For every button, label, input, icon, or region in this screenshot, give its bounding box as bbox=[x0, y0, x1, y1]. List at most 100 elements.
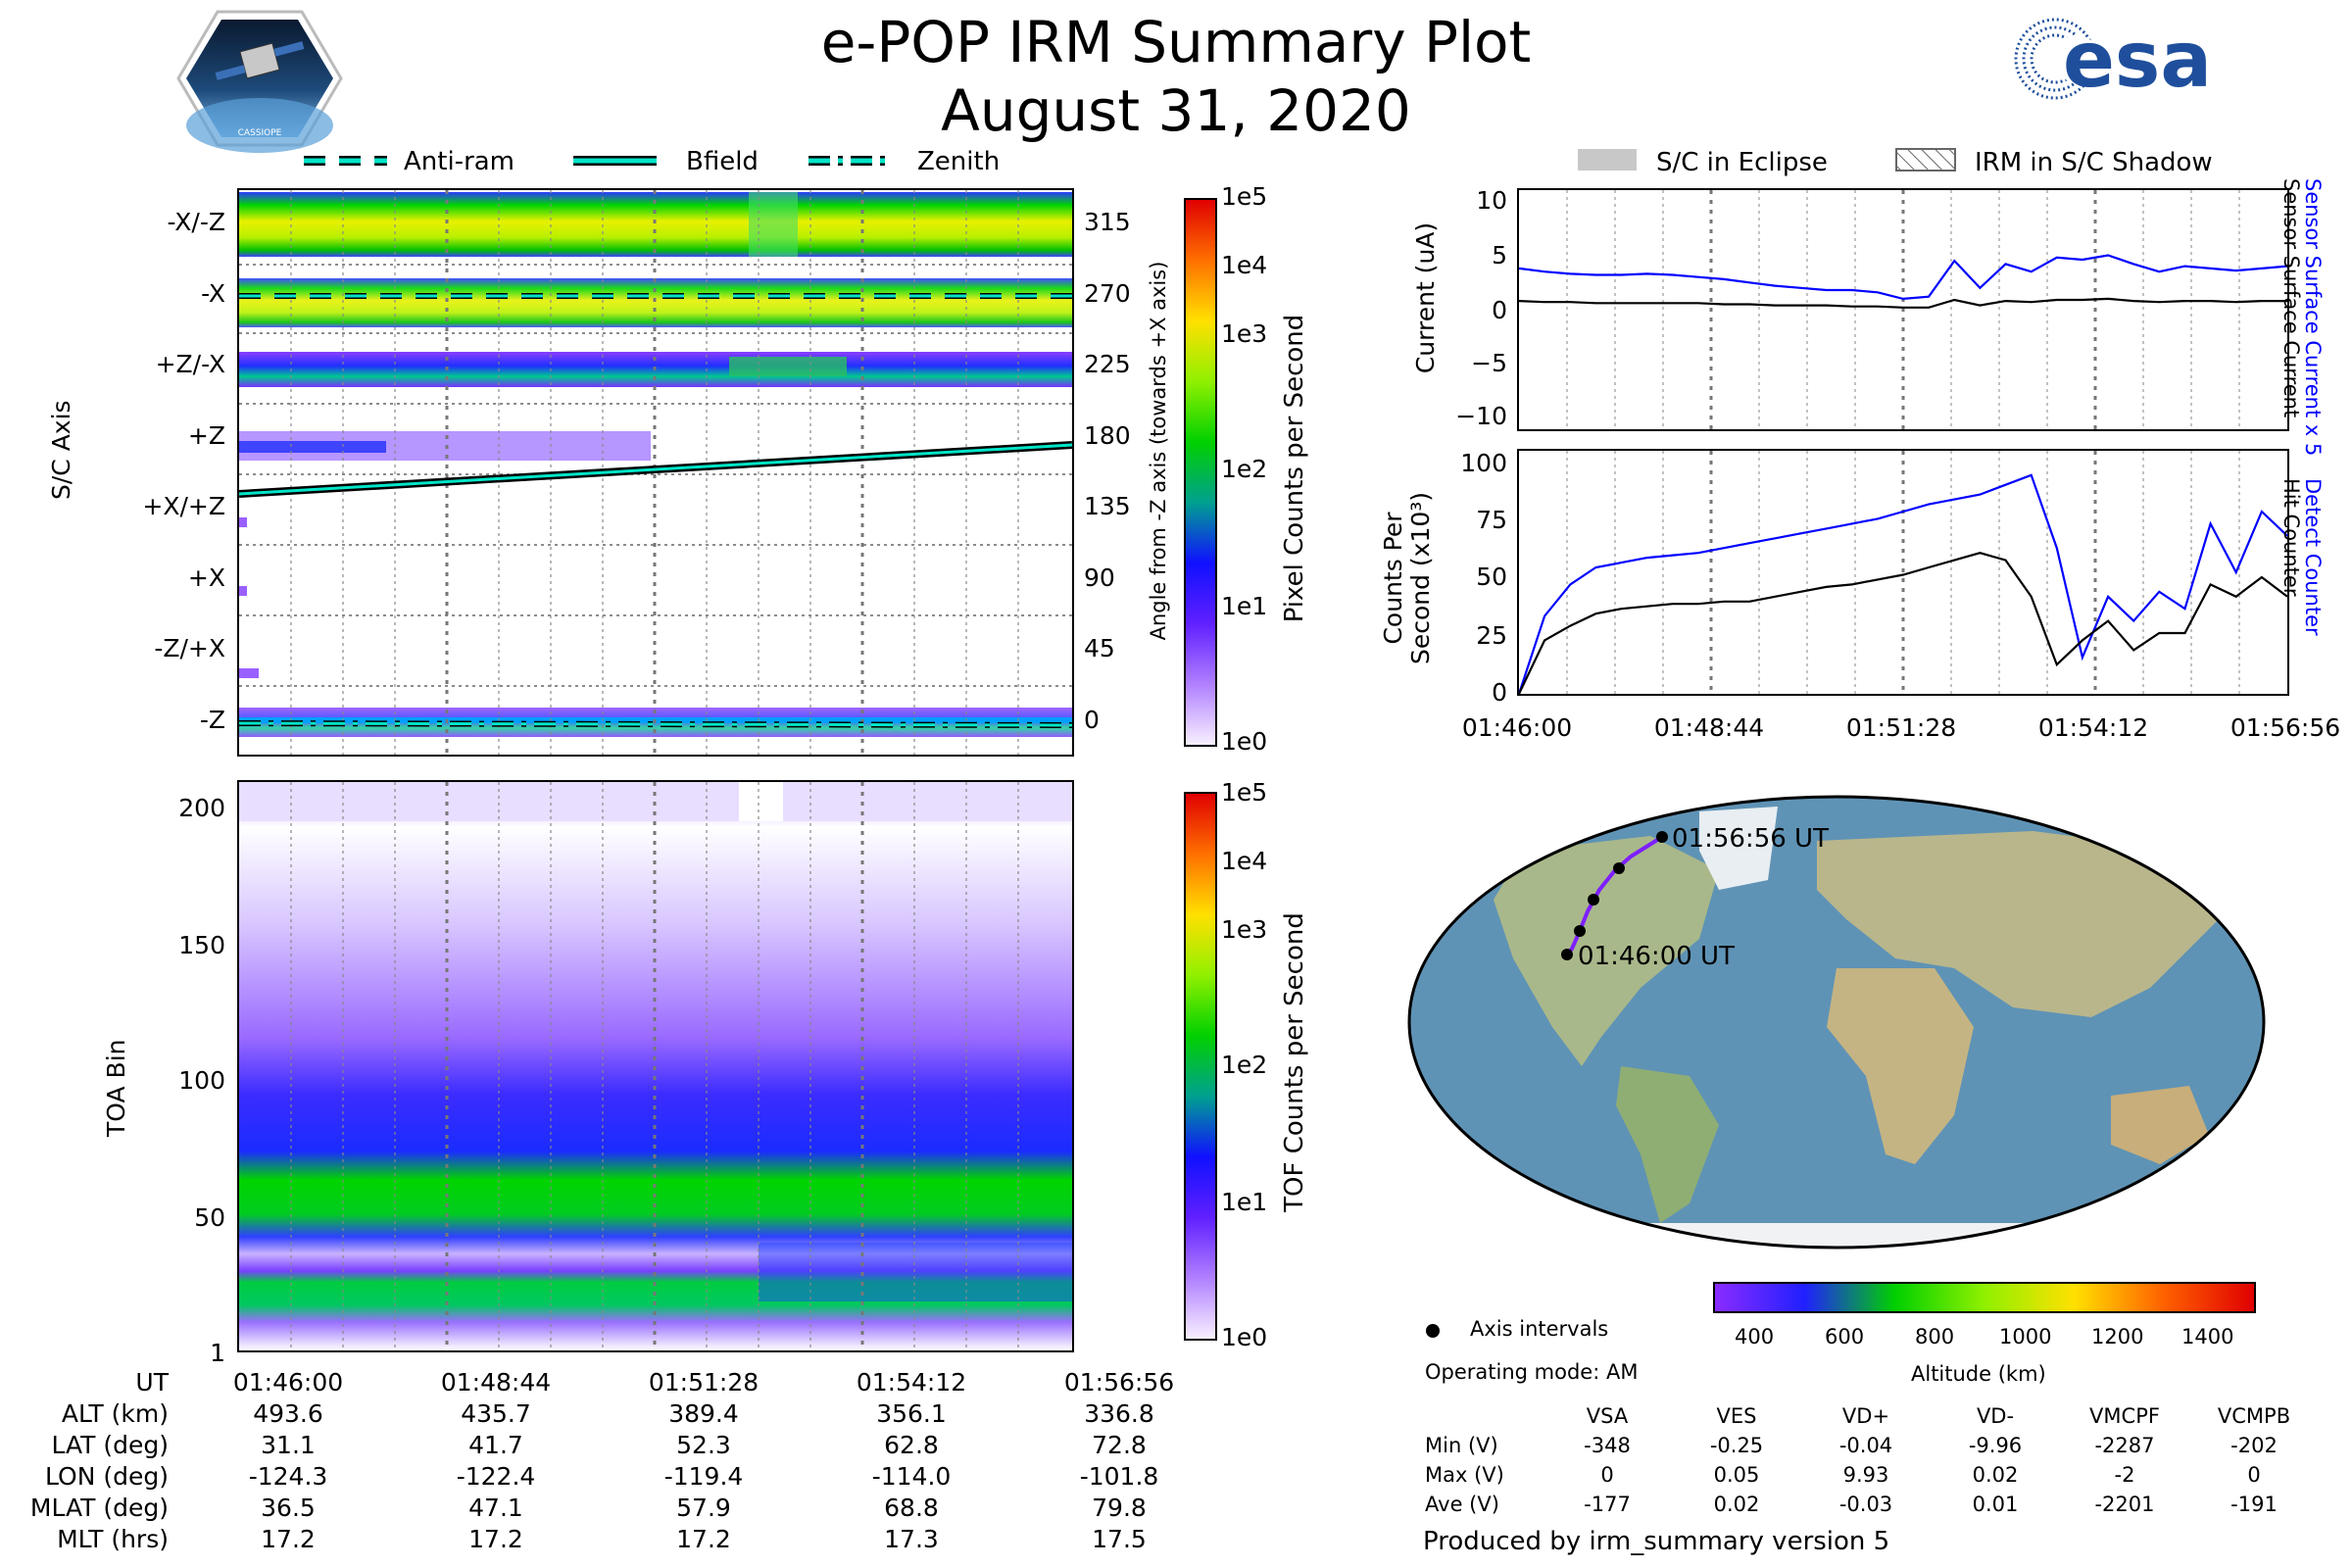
cnt-xtick-0: 01:46:00 bbox=[1461, 713, 1573, 742]
esa-logo: esa bbox=[2014, 17, 2212, 105]
cell: 0.02 bbox=[1713, 1493, 1760, 1516]
tof-cb-1e2: 1e2 bbox=[1221, 1051, 1268, 1079]
mlat-2: 57.9 bbox=[676, 1493, 731, 1522]
cur-tick-m5: −5 bbox=[1471, 349, 1507, 377]
toa-panel bbox=[237, 780, 1074, 1352]
cell: -2287 bbox=[2094, 1434, 2155, 1457]
time-row-lat: LAT (deg) 31.1 41.7 52.3 62.8 72.8 bbox=[0, 1429, 1223, 1460]
cell: 0 bbox=[1600, 1463, 1614, 1487]
tof-cb-1e5: 1e5 bbox=[1221, 778, 1268, 807]
counts-right-label-black: Hit Counter bbox=[2279, 478, 2303, 597]
lon-0: -124.3 bbox=[248, 1461, 328, 1491]
current-panel bbox=[1517, 188, 2289, 431]
time-row-alt: ALT (km) 493.6 435.7 389.4 356.1 336.8 bbox=[0, 1397, 1223, 1429]
angle-tick-0: 0 bbox=[1084, 706, 1100, 734]
pixel-cb-1e1: 1e1 bbox=[1221, 592, 1268, 620]
cell: 0.02 bbox=[1972, 1463, 2019, 1487]
legend-bfield: Bfield bbox=[686, 147, 759, 176]
current-ylabel: Current (uA) bbox=[1411, 221, 1440, 374]
toa-spectrogram bbox=[239, 782, 1072, 1350]
mlat-0: 36.5 bbox=[261, 1493, 316, 1522]
time-row-lon: LON (deg) -124.3 -122.4 -119.4 -114.0 -1… bbox=[0, 1460, 1223, 1492]
row-label: MLAT (deg) bbox=[29, 1493, 169, 1522]
axis-label-mz: -Z bbox=[199, 706, 225, 734]
orbit-point-4 bbox=[1656, 831, 1668, 843]
pixel-cb-label: Pixel Counts per Second bbox=[1280, 314, 1309, 623]
cassiope-logo-text: CASSIOPE bbox=[238, 128, 282, 138]
sc-axis-panel bbox=[237, 188, 1074, 757]
legend-eclipse-swatch bbox=[1578, 149, 1637, 171]
cell: -0.03 bbox=[1838, 1493, 1893, 1516]
legend-shadow: IRM in S/C Shadow bbox=[1975, 148, 2213, 177]
pixel-cb-1e4: 1e4 bbox=[1221, 251, 1268, 279]
row-label: UT bbox=[135, 1367, 169, 1396]
world-map: 01:46:00 UT 01:56:56 UT bbox=[1407, 795, 2266, 1250]
cur-tick-5: 5 bbox=[1492, 241, 1507, 270]
current-right-label-blue: Sensor Surface Current x 5 bbox=[2301, 178, 2325, 457]
top-legend: Anti-ram Bfield Zenith bbox=[304, 147, 1000, 176]
header-vmcpf: VMCPF bbox=[2089, 1404, 2160, 1428]
mlat-3: 68.8 bbox=[884, 1493, 939, 1522]
toa-tick-150: 150 bbox=[178, 931, 225, 959]
angle-tick-135: 135 bbox=[1084, 492, 1131, 520]
cell: Max (V) bbox=[1425, 1463, 1504, 1487]
alt-tick-800: 800 bbox=[1915, 1325, 1955, 1348]
legend-eclipse: S/C in Eclipse bbox=[1656, 148, 1828, 177]
tof-colorbar bbox=[1184, 792, 1217, 1341]
cell: -2201 bbox=[2094, 1493, 2155, 1516]
cnt-xtick-4: 01:56:56 bbox=[2230, 713, 2341, 742]
row-label: ALT (km) bbox=[61, 1398, 169, 1428]
cur-tick-0: 0 bbox=[1492, 296, 1507, 324]
cell: 0 bbox=[2247, 1463, 2261, 1487]
angle-tick-225: 225 bbox=[1084, 350, 1131, 378]
alt-4: 336.8 bbox=[1084, 1398, 1154, 1428]
alt-0: 493.6 bbox=[253, 1398, 323, 1428]
ut-2: 01:51:28 bbox=[648, 1367, 760, 1396]
voltage-table: VSA VES VD+ VD- VMCPF VCMPB Min (V) -348… bbox=[1425, 1401, 2319, 1519]
lat-4: 72.8 bbox=[1092, 1430, 1147, 1459]
cassiope-logo: CASSIOPE bbox=[176, 10, 343, 153]
time-row-mlat: MLAT (deg) 36.5 47.1 57.9 68.8 79.8 bbox=[0, 1492, 1223, 1523]
alt-tick-1400: 1400 bbox=[2181, 1325, 2234, 1348]
orbit-point-3 bbox=[1613, 862, 1625, 874]
pixel-cb-1e3: 1e3 bbox=[1221, 319, 1268, 348]
cur-tick-m10: −10 bbox=[1455, 402, 1507, 430]
lat-0: 31.1 bbox=[261, 1430, 316, 1459]
alt-tick-400: 400 bbox=[1735, 1325, 1775, 1348]
axis-intervals-label: Axis intervals bbox=[1470, 1317, 1609, 1341]
orbit-start-label: 01:46:00 UT bbox=[1578, 942, 1735, 971]
legend-shadow-swatch bbox=[1895, 148, 1956, 172]
altitude-label: Altitude (km) bbox=[1911, 1362, 2046, 1386]
header-vsa: VSA bbox=[1586, 1404, 1629, 1428]
angle-axis-label: Angle from -Z axis (towards +X axis) bbox=[1147, 261, 1170, 641]
right-legend: S/C in Eclipse IRM in S/C Shadow bbox=[1578, 148, 2213, 177]
lon-1: -122.4 bbox=[456, 1461, 536, 1491]
angle-tick-270: 270 bbox=[1084, 279, 1131, 308]
cur-tick-10: 10 bbox=[1476, 186, 1507, 215]
angle-tick-90: 90 bbox=[1084, 564, 1115, 592]
alt-3: 356.1 bbox=[876, 1398, 947, 1428]
axis-intervals-marker bbox=[1426, 1324, 1440, 1338]
cell: 0.05 bbox=[1713, 1463, 1760, 1487]
lat-2: 52.3 bbox=[676, 1430, 731, 1459]
cnt-xtick-1: 01:48:44 bbox=[1653, 713, 1765, 742]
toa-ylabel: TOA Bin bbox=[102, 1039, 130, 1138]
cell: 0.01 bbox=[1972, 1493, 2019, 1516]
page-title: e-POP IRM Summary Plot bbox=[820, 9, 1532, 75]
alt-2: 389.4 bbox=[668, 1398, 739, 1428]
axis-label-px-pz: +X/+Z bbox=[142, 492, 225, 520]
cell: Min (V) bbox=[1425, 1434, 1498, 1457]
counts-right-label-blue: Detect Counter bbox=[2301, 478, 2325, 636]
axis-label-pz: +Z bbox=[187, 421, 225, 450]
row-label: LON (deg) bbox=[45, 1461, 169, 1491]
orbit-end-label: 01:56:56 UT bbox=[1672, 824, 1829, 854]
esa-logo-text: esa bbox=[2063, 17, 2212, 105]
mlt-3: 17.3 bbox=[884, 1524, 939, 1553]
orbit-point-0 bbox=[1561, 949, 1573, 960]
cnt-tick-100: 100 bbox=[1460, 449, 1507, 477]
cell: -191 bbox=[2230, 1493, 2278, 1516]
header-vcmpb: VCMPB bbox=[2217, 1404, 2291, 1428]
cell: -202 bbox=[2230, 1434, 2278, 1457]
voltage-ave-row: Ave (V) -177 0.02 -0.03 0.01 -2201 -191 bbox=[1425, 1490, 2319, 1519]
row-label: LAT (deg) bbox=[51, 1430, 169, 1459]
